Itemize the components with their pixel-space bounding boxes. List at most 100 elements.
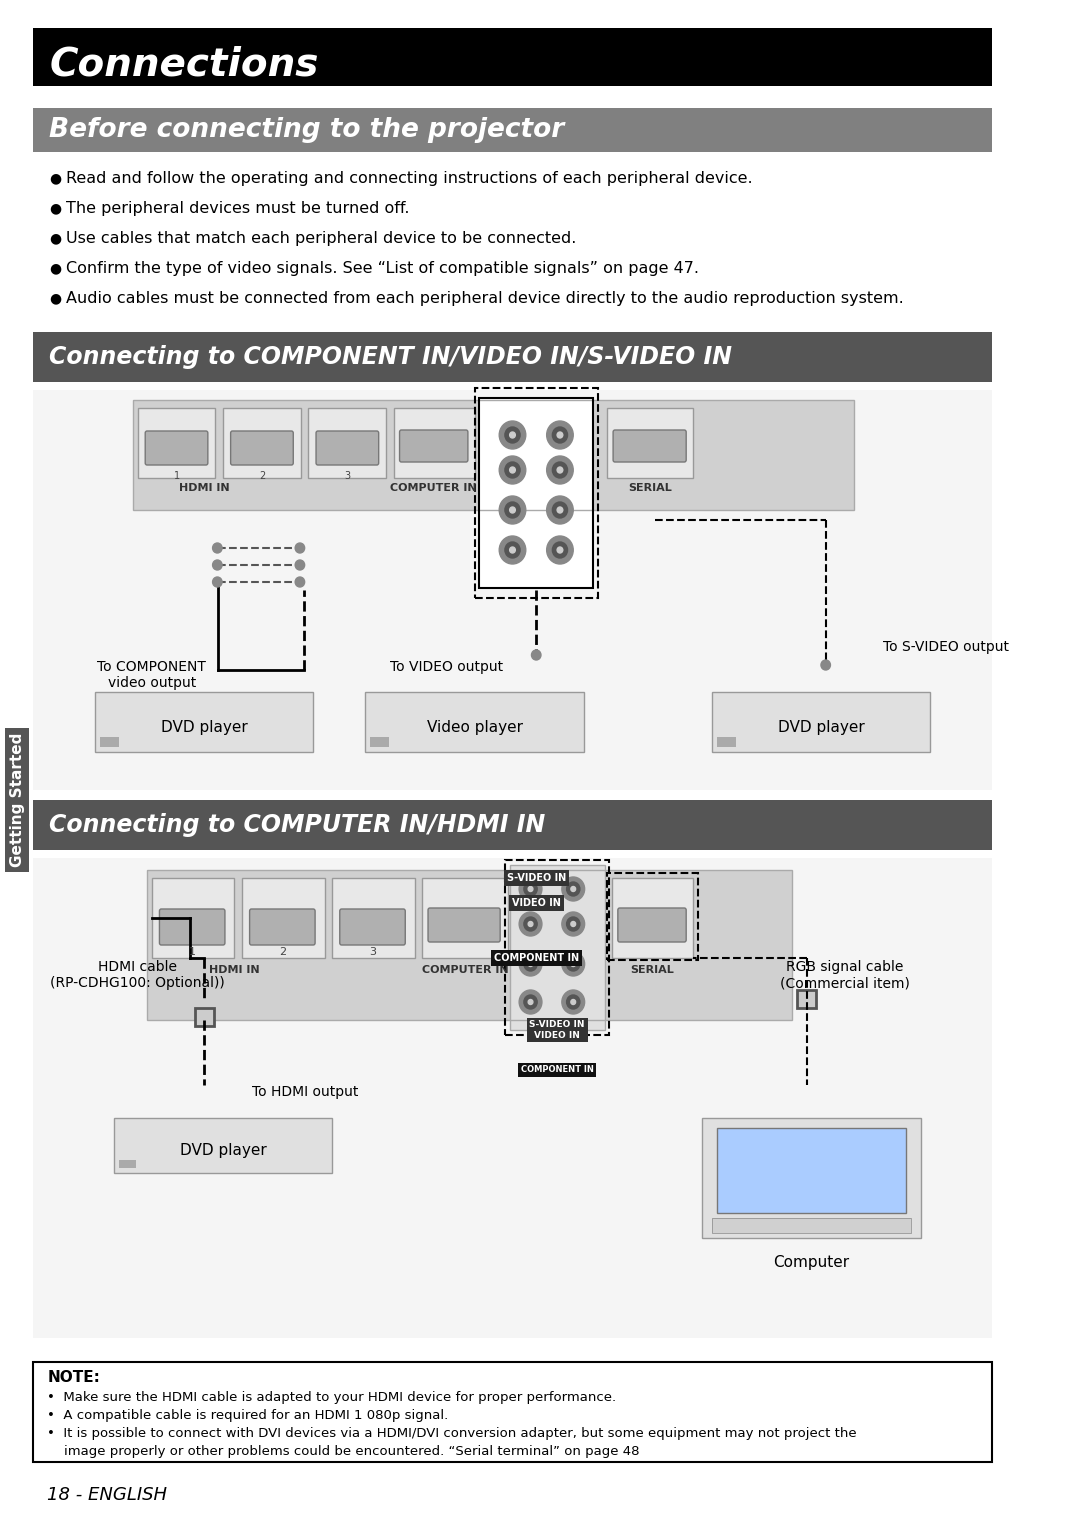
Text: ●: ●: [50, 231, 62, 244]
Bar: [33, 108, 991, 151]
Circle shape: [571, 961, 576, 967]
Bar: [474, 388, 598, 597]
Text: •  Make sure the HDMI cable is adapted to your HDMI device for proper performanc: • Make sure the HDMI cable is adapted to…: [48, 1390, 617, 1404]
Text: Read and follow the operating and connecting instructions of each peripheral dev: Read and follow the operating and connec…: [67, 171, 753, 185]
Bar: [309, 408, 387, 478]
Circle shape: [524, 995, 537, 1008]
FancyBboxPatch shape: [249, 909, 315, 944]
Text: DVD player: DVD player: [778, 720, 864, 735]
Bar: [99, 736, 119, 747]
Bar: [612, 879, 693, 958]
Text: 3: 3: [369, 947, 377, 957]
Circle shape: [552, 426, 568, 443]
Text: 2: 2: [259, 471, 265, 481]
Circle shape: [295, 578, 305, 587]
Bar: [33, 1361, 991, 1462]
FancyBboxPatch shape: [340, 909, 405, 944]
Bar: [224, 408, 301, 478]
Bar: [242, 879, 325, 958]
Text: 2: 2: [280, 947, 286, 957]
Text: COMPUTER IN: COMPUTER IN: [390, 483, 477, 494]
Circle shape: [524, 917, 537, 931]
Bar: [712, 692, 930, 752]
Circle shape: [552, 461, 568, 478]
Bar: [119, 1160, 136, 1167]
Bar: [113, 1118, 333, 1174]
Text: Before connecting to the projector: Before connecting to the projector: [50, 118, 565, 144]
Text: To COMPONENT
video output: To COMPONENT video output: [97, 660, 206, 691]
Circle shape: [505, 542, 521, 558]
Circle shape: [562, 952, 584, 976]
Text: Connections: Connections: [50, 44, 319, 83]
Circle shape: [571, 999, 576, 1004]
Bar: [702, 1118, 920, 1238]
FancyBboxPatch shape: [160, 909, 225, 944]
Text: HDMI IN: HDMI IN: [178, 483, 229, 494]
Bar: [607, 408, 693, 478]
Bar: [612, 879, 693, 958]
Text: DVD player: DVD player: [161, 720, 247, 735]
Circle shape: [519, 877, 542, 902]
Circle shape: [510, 468, 515, 474]
Circle shape: [562, 877, 584, 902]
FancyBboxPatch shape: [231, 431, 294, 465]
Bar: [194, 1008, 214, 1025]
Circle shape: [562, 990, 584, 1015]
Circle shape: [528, 961, 532, 967]
Text: Use cables that match each peripheral device to be connected.: Use cables that match each peripheral de…: [67, 231, 577, 246]
Circle shape: [519, 990, 542, 1015]
Bar: [365, 692, 583, 752]
Circle shape: [567, 917, 580, 931]
Text: To VIDEO output: To VIDEO output: [390, 660, 502, 674]
FancyBboxPatch shape: [613, 429, 686, 461]
Bar: [147, 869, 793, 1021]
Text: The peripheral devices must be turned off.: The peripheral devices must be turned of…: [67, 200, 410, 215]
Circle shape: [295, 559, 305, 570]
Circle shape: [524, 957, 537, 970]
Bar: [480, 397, 593, 588]
Circle shape: [821, 660, 831, 669]
Bar: [510, 865, 605, 1030]
Bar: [716, 1128, 906, 1213]
Circle shape: [505, 426, 521, 443]
Circle shape: [546, 536, 573, 564]
Text: 1: 1: [189, 947, 197, 957]
Circle shape: [531, 649, 541, 660]
Circle shape: [528, 886, 532, 891]
Circle shape: [213, 542, 222, 553]
Text: To S-VIDEO output: To S-VIDEO output: [882, 640, 1009, 654]
Circle shape: [552, 503, 568, 518]
Bar: [147, 869, 793, 1021]
Bar: [152, 879, 234, 958]
Text: NOTE:: NOTE:: [48, 1369, 100, 1384]
Circle shape: [528, 921, 532, 926]
Bar: [712, 1218, 912, 1233]
Bar: [224, 408, 301, 478]
Circle shape: [519, 952, 542, 976]
Text: 3: 3: [345, 471, 350, 481]
Text: SERIAL: SERIAL: [630, 966, 674, 975]
Bar: [333, 879, 415, 958]
Bar: [607, 872, 698, 960]
Bar: [712, 692, 930, 752]
Bar: [365, 692, 583, 752]
FancyBboxPatch shape: [618, 908, 686, 941]
Bar: [333, 879, 415, 958]
Bar: [505, 860, 609, 1034]
Circle shape: [546, 422, 573, 449]
Text: VIDEO IN: VIDEO IN: [512, 898, 561, 908]
Bar: [607, 408, 693, 478]
Text: ●: ●: [50, 171, 62, 185]
Text: HDMI cable
(RP-CDHG100: Optional)): HDMI cable (RP-CDHG100: Optional)): [51, 960, 225, 990]
Circle shape: [546, 455, 573, 484]
Bar: [712, 1218, 912, 1233]
Text: •  A compatible cable is required for an HDMI 1 080p signal.: • A compatible cable is required for an …: [48, 1409, 448, 1421]
Bar: [95, 692, 313, 752]
FancyBboxPatch shape: [400, 429, 468, 461]
Text: ●: ●: [50, 290, 62, 306]
Text: •  It is possible to connect with DVI devices via a HDMI/DVI conversion adapter,: • It is possible to connect with DVI dev…: [48, 1427, 858, 1439]
Text: Connecting to COMPONENT IN/VIDEO IN/S-VIDEO IN: Connecting to COMPONENT IN/VIDEO IN/S-VI…: [50, 345, 732, 368]
Bar: [113, 1118, 333, 1174]
Circle shape: [505, 503, 521, 518]
Bar: [422, 879, 508, 958]
